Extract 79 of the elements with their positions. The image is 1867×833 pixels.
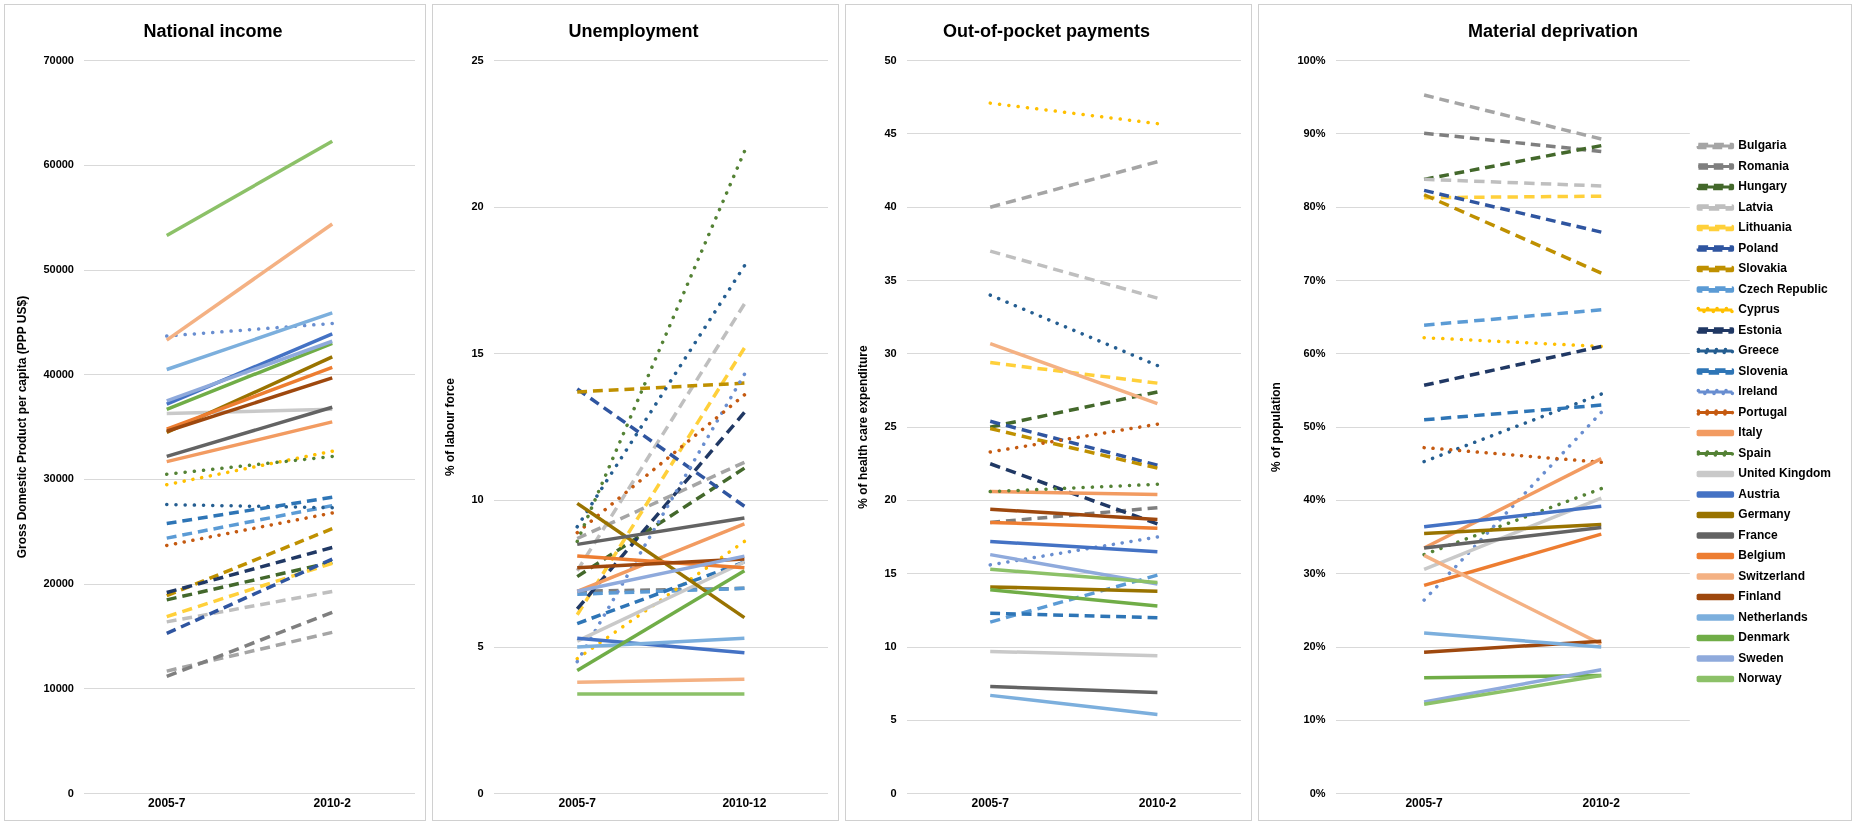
legend-label: Switzerland [1738,568,1806,583]
x-tick-label: 2010-2 [1138,796,1177,811]
legend-label: Slovenia [1738,363,1789,378]
y-tick-label: 20% [1303,640,1326,653]
legend-label: Czech Republic [1738,281,1829,296]
legend-label: Bulgaria [1738,138,1787,153]
legend-label: Poland [1738,240,1779,255]
y-tick-label: 30% [1303,566,1326,579]
legend-label: Latvia [1738,199,1774,214]
y-tick-label: 70% [1303,273,1326,286]
chart-title: National income [143,20,283,41]
legend-label: Spain [1738,445,1772,460]
y-tick-label: 70000 [43,53,74,66]
y-tick-label: 50000 [43,263,74,276]
x-tick-label: 2010-2 [313,796,352,811]
legend-label: Hungary [1738,179,1788,194]
legend-label: Denmark [1738,630,1791,645]
y-tick-label: 30 [884,346,897,359]
legend-label: Finland [1738,589,1782,604]
y-tick-label: 25 [471,53,484,66]
y-tick-label: 50 [884,53,897,66]
y-tick-label: 25 [884,420,897,433]
legend-label: France [1738,527,1779,542]
chart-title: Unemployment [568,20,699,41]
chart-title: Out-of-pocket payments [942,20,1151,41]
y-tick-label: 10 [471,493,484,506]
legend-label: Portugal [1738,404,1788,419]
x-tick-label: 2010-2 [1582,796,1621,811]
y-tick-label: 10000 [43,681,74,694]
y-tick-label: 40000 [43,367,74,380]
y-tick-label: 5 [477,640,484,653]
legend-label: Ireland [1738,384,1778,399]
y-tick-label: 10% [1303,713,1326,726]
x-tick-label: 2005-7 [971,796,1010,811]
y-tick-label: 60000 [43,158,74,171]
legend-label: Germany [1738,507,1791,522]
legend-label: Netherlands [1738,609,1809,624]
chart-title: Material deprivation [1467,20,1639,41]
y-tick-label: 60% [1303,346,1326,359]
legend-label: Romania [1738,158,1790,173]
y-axis-title: % of labour force [442,377,457,477]
y-tick-label: 50% [1303,420,1326,433]
legend-label: Italy [1738,425,1763,440]
x-tick-label: 2010-12 [722,796,767,811]
x-tick-label: 2005-7 [1405,796,1444,811]
y-tick-label: 0 [477,786,484,799]
y-tick-label: 15 [884,566,897,579]
legend-label: United Kingdom [1738,466,1831,481]
y-tick-label: 0 [890,786,897,799]
y-tick-label: 40 [884,200,897,213]
x-tick-label: 2005-7 [558,796,597,811]
y-tick-label: 45 [884,126,897,139]
y-tick-label: 0 [67,786,74,799]
legend-label: Sweden [1738,650,1784,665]
y-tick-label: 90% [1303,126,1326,139]
y-tick-label: 20000 [43,577,74,590]
y-tick-label: 5 [890,713,897,726]
legend-label: Austria [1738,486,1781,501]
y-tick-label: 20 [884,493,897,506]
y-tick-label: 100% [1297,53,1326,66]
y-axis-title: % of health care expenditure [855,345,870,509]
legend-label: Cyprus [1738,302,1781,317]
legend-label: Greece [1738,343,1780,358]
legend-label: Estonia [1738,322,1783,337]
legend-label: Belgium [1738,548,1786,563]
y-tick-label: 0% [1309,786,1326,799]
legend-label: Norway [1738,671,1783,686]
legend-label: Lithuania [1738,220,1792,235]
y-tick-label: 35 [884,273,897,286]
y-axis-title: % of population [1268,382,1283,473]
y-tick-label: 15 [471,346,484,359]
y-tick-label: 30000 [43,472,74,485]
y-tick-label: 20 [471,200,484,213]
y-tick-label: 40% [1303,493,1326,506]
y-tick-label: 80% [1303,200,1326,213]
legend-label: Slovakia [1738,261,1788,276]
y-tick-label: 10 [884,640,897,653]
y-axis-title: Gross Domestic Product per capita (PPP US$) [14,295,29,559]
x-tick-label: 2005-7 [148,796,186,811]
